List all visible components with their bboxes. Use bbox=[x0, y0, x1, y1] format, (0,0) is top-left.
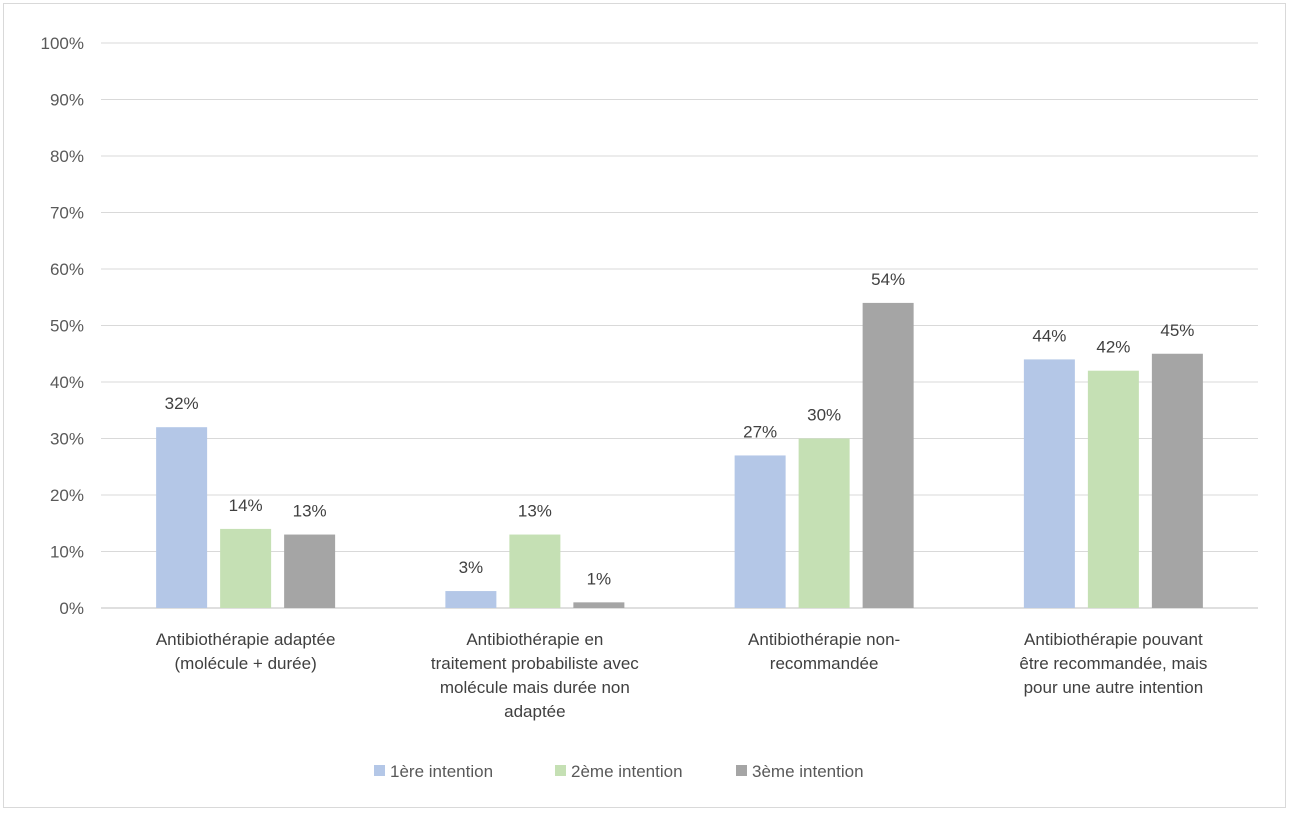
bar bbox=[573, 602, 625, 608]
legend-swatch bbox=[374, 765, 385, 776]
data-label: 13% bbox=[518, 502, 552, 521]
category-label: Antibiothérapie en bbox=[466, 630, 603, 649]
x-axis-categories: Antibiothérapie adaptée (molécule + durée… bbox=[156, 630, 1208, 721]
data-label: 3% bbox=[459, 558, 484, 577]
bar-chart: 0% 10% 20% 30% 40% 50% 60% 70% 80% 90% 100% 32% 14%… bbox=[41, 34, 1258, 781]
bar bbox=[1087, 370, 1139, 608]
data-label: 54% bbox=[871, 270, 905, 289]
data-label: 27% bbox=[743, 422, 777, 441]
data-label: 42% bbox=[1096, 338, 1130, 357]
category-label: être recommandée, mais bbox=[1019, 654, 1207, 673]
category-label: molécule mais durée non bbox=[440, 678, 630, 697]
y-axis-ticks: 0% 10% 20% 30% 40% 50% 60% 70% 80% 90% 100% bbox=[41, 34, 84, 618]
data-label: 13% bbox=[293, 502, 327, 521]
y-tick-label: 0% bbox=[59, 599, 84, 618]
bar bbox=[220, 528, 272, 608]
bars bbox=[156, 302, 1203, 608]
data-label: 32% bbox=[165, 394, 199, 413]
data-label: 44% bbox=[1032, 326, 1066, 345]
bar bbox=[798, 438, 850, 608]
y-tick-label: 100% bbox=[41, 34, 84, 53]
y-tick-label: 90% bbox=[50, 91, 84, 110]
gridlines bbox=[101, 42, 1258, 609]
legend-label: 2ème intention bbox=[571, 762, 683, 781]
category-label: (molécule + durée) bbox=[175, 654, 317, 673]
y-tick-label: 20% bbox=[50, 486, 84, 505]
legend-swatch bbox=[736, 765, 747, 776]
data-label: 30% bbox=[807, 406, 841, 425]
category-label: traitement probabiliste avec bbox=[431, 654, 639, 673]
data-label: 14% bbox=[229, 496, 263, 515]
category-label: adaptée bbox=[504, 702, 565, 721]
y-tick-label: 10% bbox=[50, 543, 84, 562]
y-tick-label: 30% bbox=[50, 430, 84, 449]
data-labels: 32% 14% 13% 3% 13% 1% 27% 30% 54% 44% 42% 45% bbox=[165, 270, 1195, 588]
y-tick-label: 60% bbox=[50, 260, 84, 279]
bar bbox=[1023, 359, 1075, 608]
category-label: Antibiothérapie non- bbox=[748, 630, 900, 649]
bar bbox=[862, 302, 914, 608]
data-label: 45% bbox=[1160, 321, 1194, 340]
chart-frame: 0% 10% 20% 30% 40% 50% 60% 70% 80% 90% 100% 32% 14%… bbox=[3, 3, 1286, 808]
bar bbox=[284, 534, 336, 608]
category-label: recommandée bbox=[770, 654, 879, 673]
legend-label: 1ère intention bbox=[390, 762, 493, 781]
y-tick-label: 70% bbox=[50, 204, 84, 223]
bar bbox=[509, 534, 561, 608]
legend-label: 3ème intention bbox=[752, 762, 864, 781]
bar bbox=[1151, 353, 1203, 608]
y-tick-label: 80% bbox=[50, 147, 84, 166]
bar bbox=[734, 455, 786, 608]
y-tick-label: 50% bbox=[50, 317, 84, 336]
bar bbox=[156, 427, 208, 608]
category-label: Antibiothérapie pouvant bbox=[1024, 630, 1203, 649]
y-tick-label: 40% bbox=[50, 373, 84, 392]
category-label: pour une autre intention bbox=[1024, 678, 1204, 697]
category-label: Antibiothérapie adaptée bbox=[156, 630, 336, 649]
bar bbox=[445, 591, 497, 608]
legend: 1ère intention 2ème intention 3ème intenti… bbox=[374, 762, 864, 781]
legend-swatch bbox=[555, 765, 566, 776]
data-label: 1% bbox=[587, 569, 612, 588]
